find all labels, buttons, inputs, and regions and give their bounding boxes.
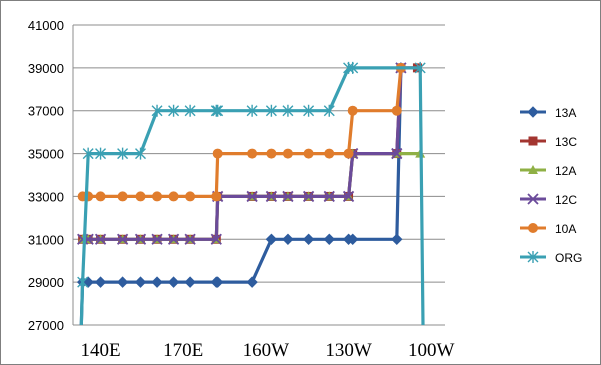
data-point bbox=[282, 104, 294, 117]
x-tick-label: 100W bbox=[408, 340, 455, 361]
y-tick-label: 35000 bbox=[28, 147, 64, 162]
data-point bbox=[323, 104, 335, 117]
legend-item: 13A bbox=[520, 106, 576, 120]
data-point bbox=[527, 106, 539, 118]
data-point bbox=[116, 276, 129, 288]
data-point bbox=[324, 148, 335, 159]
data-point bbox=[95, 147, 107, 160]
y-tick-label: 39000 bbox=[28, 61, 64, 76]
data-point bbox=[135, 191, 146, 202]
data-point bbox=[211, 276, 224, 288]
x-tick-label: 160W bbox=[243, 340, 290, 361]
data-point bbox=[265, 233, 278, 245]
data-point bbox=[184, 233, 196, 245]
data-point bbox=[212, 148, 223, 159]
data-point bbox=[303, 148, 314, 159]
data-point bbox=[212, 104, 224, 117]
data-point bbox=[528, 136, 538, 146]
data-point bbox=[117, 147, 129, 160]
data-point bbox=[342, 190, 355, 203]
data-point bbox=[77, 276, 89, 289]
data-point bbox=[343, 148, 354, 159]
data-point bbox=[82, 147, 94, 160]
x-tick-label: 140E bbox=[81, 340, 121, 361]
data-point bbox=[94, 276, 107, 288]
data-point bbox=[168, 104, 180, 117]
data-point bbox=[346, 233, 359, 245]
legend-item: 12C bbox=[520, 193, 577, 207]
data-point bbox=[527, 251, 539, 263]
series-10a bbox=[77, 62, 406, 202]
data-point bbox=[265, 104, 277, 117]
data-point bbox=[265, 190, 278, 203]
data-point bbox=[134, 276, 147, 288]
data-point bbox=[391, 147, 403, 160]
data-point bbox=[184, 276, 196, 288]
data-point bbox=[95, 191, 106, 202]
data-point bbox=[246, 104, 258, 117]
plot-area: 27000 29000 31000 33000 35000 37000 39000 41000… bbox=[28, 18, 455, 361]
legend-item: 13C bbox=[520, 135, 577, 149]
data-point bbox=[302, 233, 315, 245]
legend-label: 10A bbox=[555, 222, 576, 236]
data-point bbox=[303, 104, 315, 117]
legend: 13A 13C 12A 12C 10A ORG bbox=[520, 106, 582, 265]
data-point bbox=[414, 61, 426, 74]
data-point bbox=[347, 105, 358, 116]
data-point bbox=[168, 191, 179, 202]
data-point bbox=[282, 190, 294, 203]
legend-label: 13A bbox=[555, 106, 576, 120]
data-point bbox=[151, 104, 163, 117]
data-point bbox=[246, 276, 258, 288]
legend-label: 12A bbox=[555, 164, 576, 178]
data-point bbox=[282, 233, 294, 245]
legend-label: 12C bbox=[555, 193, 577, 207]
data-point bbox=[210, 104, 222, 117]
data-point bbox=[167, 276, 180, 288]
x-tick-label: 170E bbox=[163, 340, 203, 361]
data-point bbox=[527, 193, 539, 205]
data-point bbox=[117, 191, 128, 202]
data-point bbox=[323, 190, 335, 203]
data-point bbox=[152, 191, 163, 202]
data-point bbox=[528, 165, 538, 174]
data-point bbox=[347, 61, 359, 74]
legend-item: 10A bbox=[520, 222, 576, 236]
data-point bbox=[210, 233, 222, 245]
data-point bbox=[151, 233, 163, 245]
legend-item: ORG bbox=[520, 251, 582, 265]
legend-label: ORG bbox=[555, 251, 582, 265]
data-point bbox=[151, 276, 163, 288]
legend-label: 13C bbox=[555, 135, 577, 149]
series-org bbox=[77, 61, 426, 326]
data-point bbox=[266, 148, 277, 159]
x-tick-label: 130W bbox=[325, 340, 372, 361]
y-tick-label: 29000 bbox=[28, 275, 64, 290]
data-point bbox=[135, 147, 147, 160]
y-tick-label: 37000 bbox=[28, 104, 64, 119]
data-point bbox=[167, 233, 180, 245]
data-point bbox=[391, 233, 403, 245]
data-point bbox=[323, 233, 335, 245]
y-tick-label: 41000 bbox=[28, 18, 64, 33]
y-tick-label: 31000 bbox=[28, 232, 64, 247]
data-point bbox=[116, 233, 129, 245]
legend-item: 12A bbox=[520, 164, 576, 178]
data-point bbox=[282, 148, 293, 159]
y-tick-label: 27000 bbox=[28, 318, 64, 333]
series-13a bbox=[76, 62, 407, 326]
data-point bbox=[528, 223, 538, 233]
data-point bbox=[247, 148, 258, 159]
data-point bbox=[94, 233, 107, 245]
data-point bbox=[134, 233, 147, 245]
data-point bbox=[185, 191, 196, 202]
data-point bbox=[302, 190, 315, 203]
y-tick-label: 33000 bbox=[28, 189, 64, 204]
data-point bbox=[211, 191, 222, 202]
data-point bbox=[391, 105, 402, 116]
data-point bbox=[246, 190, 258, 203]
data-point bbox=[184, 104, 196, 117]
